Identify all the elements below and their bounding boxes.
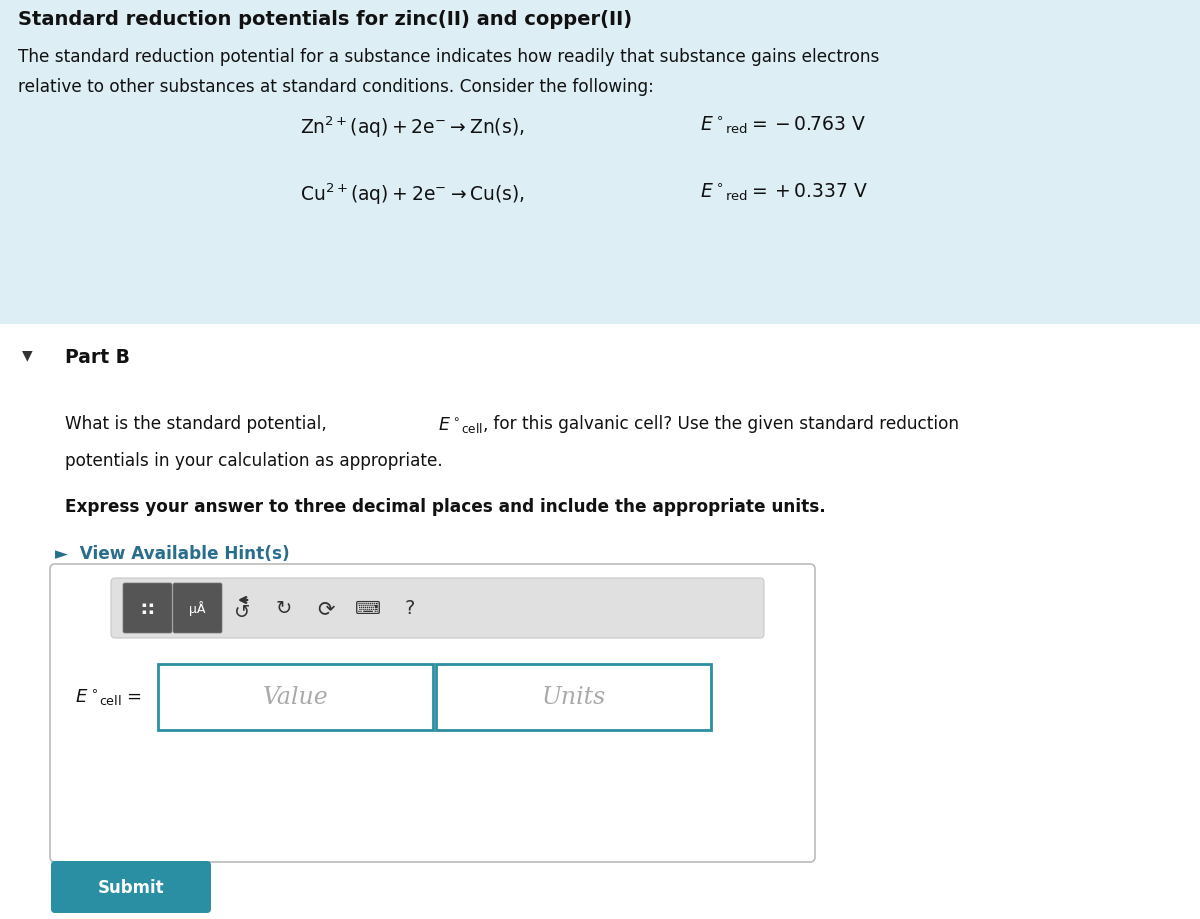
Text: ▼: ▼	[22, 347, 32, 361]
FancyBboxPatch shape	[50, 564, 815, 862]
Text: ?: ?	[404, 599, 415, 618]
Text: Units: Units	[541, 686, 606, 709]
FancyBboxPatch shape	[158, 664, 433, 731]
Text: ↻: ↻	[276, 599, 292, 618]
FancyBboxPatch shape	[50, 861, 211, 913]
FancyBboxPatch shape	[173, 584, 222, 633]
FancyBboxPatch shape	[124, 584, 172, 633]
Text: Standard reduction potentials for zinc(II) and copper(II): Standard reduction potentials for zinc(I…	[18, 10, 632, 29]
FancyBboxPatch shape	[110, 578, 764, 639]
Text: $\mathrm{Cu^{2+}(aq) + 2e^{-} {\rightarrow} Cu(s),}$: $\mathrm{Cu^{2+}(aq) + 2e^{-} {\rightarr…	[300, 182, 524, 208]
FancyBboxPatch shape	[436, 664, 710, 731]
Text: potentials in your calculation as appropriate.: potentials in your calculation as approp…	[65, 451, 443, 470]
Text: $E^\circ{}_{\!\mathrm{cell}}$,: $E^\circ{}_{\!\mathrm{cell}}$,	[438, 414, 488, 435]
Text: relative to other substances at standard conditions. Consider the following:: relative to other substances at standard…	[18, 78, 654, 96]
Text: Value: Value	[263, 686, 329, 709]
Text: ▪ ▪
▪ ▪: ▪ ▪ ▪ ▪	[142, 602, 154, 615]
Text: $E^\circ{}_{\!\mathrm{cell}}$ =: $E^\circ{}_{\!\mathrm{cell}}$ =	[74, 687, 142, 708]
Text: What is the standard potential,: What is the standard potential,	[65, 414, 332, 433]
Text: Part B: Part B	[65, 347, 130, 367]
Text: $E^\circ{}_{\!\mathrm{red}} = +0.337\ \mathrm{V}$: $E^\circ{}_{\!\mathrm{red}} = +0.337\ \m…	[700, 182, 868, 203]
FancyBboxPatch shape	[0, 0, 1200, 324]
Text: ↺: ↺	[234, 603, 250, 622]
Text: μÅ: μÅ	[190, 601, 205, 616]
Text: ⟳: ⟳	[317, 598, 335, 618]
Text: $\mathrm{Zn^{2+}(aq) + 2e^{-} {\rightarrow} Zn(s),}$: $\mathrm{Zn^{2+}(aq) + 2e^{-} {\rightarr…	[300, 115, 524, 141]
Text: for this galvanic cell? Use the given standard reduction: for this galvanic cell? Use the given st…	[488, 414, 959, 433]
Text: $E^\circ{}_{\!\mathrm{red}} = -0.763\ \mathrm{V}$: $E^\circ{}_{\!\mathrm{red}} = -0.763\ \m…	[700, 115, 866, 136]
FancyBboxPatch shape	[0, 324, 1200, 919]
Text: Submit: Submit	[97, 878, 164, 896]
Text: Express your answer to three decimal places and include the appropriate units.: Express your answer to three decimal pla…	[65, 497, 826, 516]
Text: ►  View Available Hint(s): ► View Available Hint(s)	[55, 544, 289, 562]
Text: The standard reduction potential for a substance indicates how readily that subs: The standard reduction potential for a s…	[18, 48, 880, 66]
Text: ⌨: ⌨	[355, 599, 382, 618]
